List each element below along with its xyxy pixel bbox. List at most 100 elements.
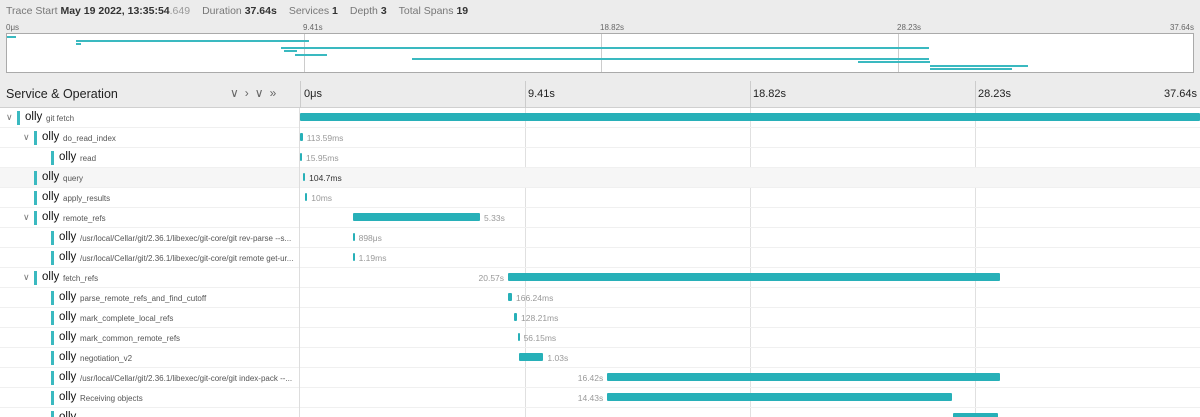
span-row[interactable]: olly/usr/local/Cellar/git/2.36.1/libexec… [0,368,1200,388]
column-header: Service & Operation ∨›∨» 0μs 9.41s 18.82… [0,81,1200,108]
span-row[interactable]: olly apply_results 10ms [0,188,1200,208]
service-name: olly [25,111,43,123]
operation-name: /usr/local/Cellar/git/2.36.1/libexec/git… [80,374,293,383]
span-bar[interactable] [300,133,303,141]
span-bar[interactable] [305,193,308,201]
span-row[interactable]: olly/usr/local/Cellar/git/2.36.1/libexec… [0,228,1200,248]
span-name-cell[interactable]: ∨ olly remote_refs [0,208,300,228]
span-name-cell[interactable]: olly mark_complete_local_refs [0,308,300,328]
span-name-cell[interactable]: olly negotiation_v2 [0,348,300,368]
service-color-marker [34,171,37,185]
span-bar[interactable] [518,353,544,361]
operation-name: read [80,154,97,163]
span-bar[interactable] [952,413,999,417]
span-row[interactable]: olly query 104.7ms [0,168,1200,188]
span-bar[interactable] [514,313,518,321]
span-row[interactable]: ∨ olly remote_refs 5.33s [0,208,1200,228]
span-bar[interactable] [607,393,953,401]
expand-one-icon[interactable]: › [244,86,255,100]
span-name-cell[interactable]: ∨ olly git fetch [0,108,300,128]
service-name: olly [42,171,60,183]
span-name-cell[interactable]: olly query [0,168,300,188]
span-duration: 16.42s [577,373,604,383]
span-duration: 128.21ms [521,313,559,323]
span-name-cell[interactable]: olly Receiving objects [0,388,300,408]
span-name-cell[interactable]: olly mark_common_remote_refs [0,328,300,348]
chevron-down-icon[interactable]: ∨ [6,112,13,122]
duration-value: 37.64s [244,5,277,17]
operation-name: do_read_index [63,134,116,143]
span-duration: 166.24ms [515,293,554,303]
service-name: olly [42,131,60,143]
timeline-tick: 18.82s [753,88,787,100]
depth: Depth 3 [350,5,387,17]
span-bar[interactable] [352,253,355,261]
span-bar[interactable] [352,213,481,221]
span-row[interactable]: ∨ olly fetch_refs 20.57s [0,268,1200,288]
minimap-span-bar [295,54,327,56]
expand-all-icon[interactable]: » [269,86,283,100]
span-bar[interactable] [508,293,512,301]
minimap-tick: 0μs [6,23,20,32]
collapse-all-icon[interactable]: ∨ [254,86,270,100]
span-bar[interactable] [607,373,1000,381]
operation-name: parse_remote_refs_and_find_cutoff [80,294,207,303]
span-row[interactable]: olly read 15.95ms [0,148,1200,168]
timeline-gridline [975,81,976,108]
minimap-span-bar [76,39,310,42]
span-row[interactable]: olly [0,408,1200,417]
total-spans-label: Total Spans [398,5,454,17]
span-row[interactable]: ∨ olly do_read_index 113.59ms [0,128,1200,148]
operation-name: apply_results [63,194,111,203]
service-operation-title: Service & Operation [6,87,118,101]
span-duration: 113.59ms [306,133,344,143]
trace-start-label: Trace Start [6,5,58,17]
span-bar[interactable] [302,173,306,181]
chevron-down-icon[interactable]: ∨ [23,212,30,222]
service-color-marker [51,151,54,165]
span-row[interactable]: olly Receiving objects 14.43s [0,388,1200,408]
span-name-cell[interactable]: olly/usr/local/Cellar/git/2.36.1/libexec… [0,368,300,388]
services-value: 1 [332,5,338,17]
span-name-cell[interactable]: olly/usr/local/Cellar/git/2.36.1/libexec… [0,228,300,248]
span-name-cell[interactable]: ∨ olly fetch_refs [0,268,300,288]
span-bar[interactable] [352,233,355,241]
span-row[interactable]: ∨ olly git fetch [0,108,1200,128]
service-name: olly [59,411,77,417]
span-bar[interactable] [300,153,302,161]
span-name-cell[interactable]: olly/usr/local/Cellar/git/2.36.1/libexec… [0,248,300,268]
service-name: olly [42,211,60,223]
minimap-ticks: 0μs 9.41s 18.82s 28.23s 37.64s [6,22,1194,34]
operation-name: mark_common_remote_refs [80,334,181,343]
services-label: Services [288,5,330,17]
span-row[interactable]: olly parse_remote_refs_and_find_cutoff 166… [0,288,1200,308]
span-name-cell[interactable]: olly read [0,148,300,168]
minimap-span-bar [284,50,297,53]
span-name-cell[interactable]: olly apply_results [0,188,300,208]
span-name-cell[interactable]: ∨ olly do_read_index [0,128,300,148]
span-row[interactable]: olly mark_complete_local_refs 128.21ms [0,308,1200,328]
service-name: olly [59,391,77,403]
operation-name: negotiation_v2 [80,354,133,363]
minimap-span-bar [930,68,1013,71]
chevron-down-icon[interactable]: ∨ [23,132,30,142]
column-splitter[interactable] [300,81,301,108]
span-row[interactable]: olly mark_common_remote_refs 56.15ms [0,328,1200,348]
chevron-down-icon[interactable]: ∨ [23,272,30,282]
operation-name: /usr/local/Cellar/git/2.36.1/libexec/git… [80,254,294,263]
trace-start-value: May 19 2022, 13:35:54 [60,5,170,17]
minimap-canvas[interactable] [6,33,1194,73]
span-name-cell[interactable]: olly parse_remote_refs_and_find_cutoff [0,288,300,308]
span-row[interactable]: olly negotiation_v2 1.03s [0,348,1200,368]
depth-label: Depth [349,5,378,17]
collapse-one-icon[interactable]: ∨ [230,86,245,100]
span-bar[interactable] [517,333,520,341]
span-row[interactable]: olly/usr/local/Cellar/git/2.36.1/libexec… [0,248,1200,268]
trace-minimap[interactable]: 0μs 9.41s 18.82s 28.23s 37.64s [0,22,1200,78]
span-bar[interactable] [300,113,1200,121]
service-name: olly [59,311,77,323]
span-name-cell[interactable]: olly [0,408,300,417]
span-bar[interactable] [508,273,1000,281]
divider [0,78,1200,81]
minimap-tick: 18.82s [600,23,625,32]
